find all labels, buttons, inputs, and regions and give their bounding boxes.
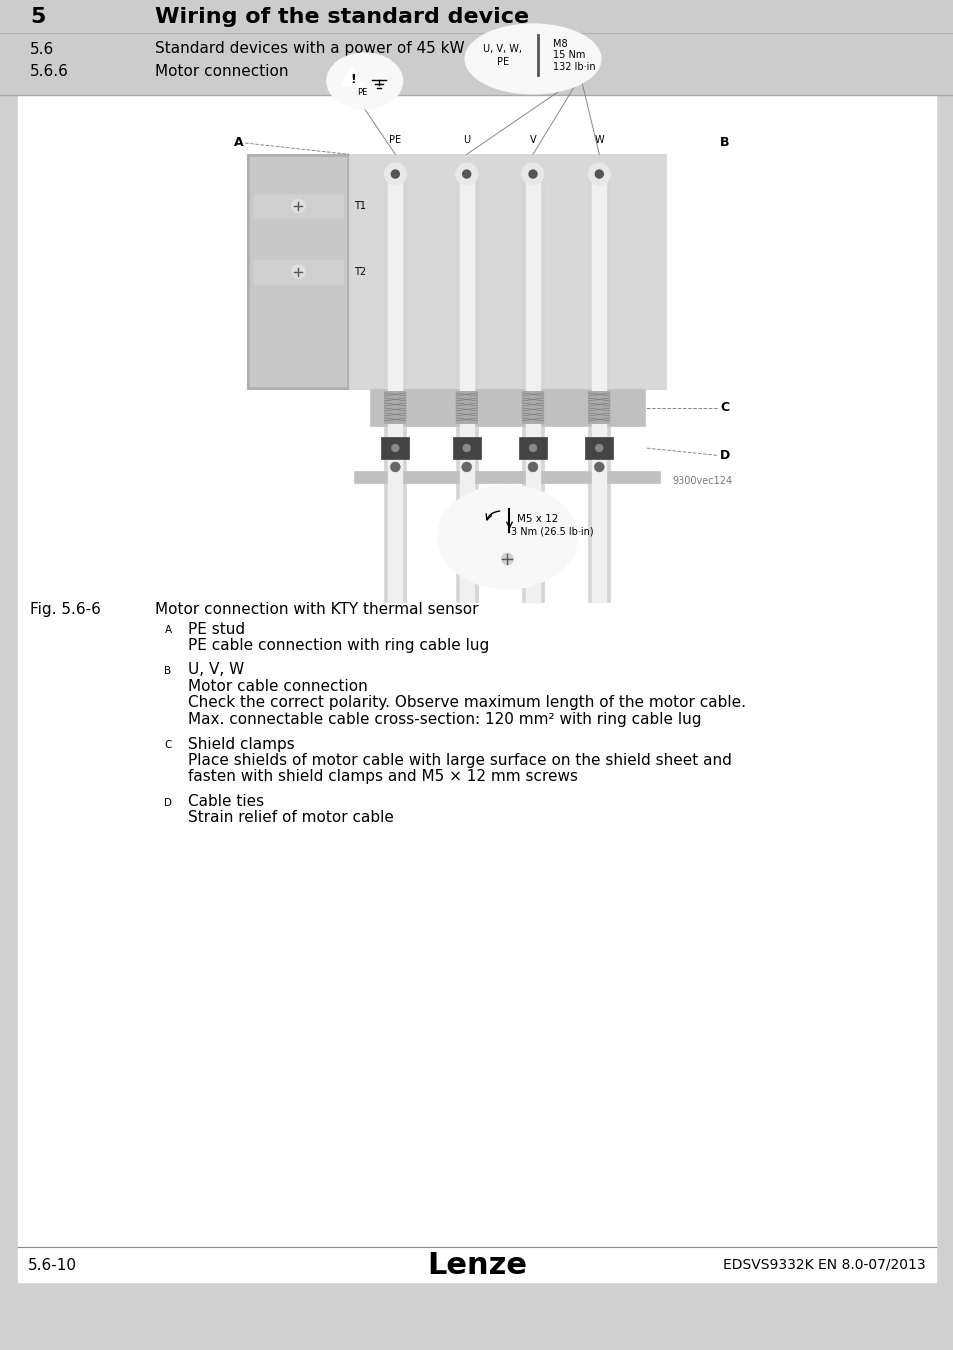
Bar (161, 664, 174, 678)
Bar (349, 154, 665, 389)
Bar (456, 392, 477, 424)
Circle shape (384, 163, 406, 185)
Text: U, V, W: U, V, W (188, 663, 244, 678)
Text: 5: 5 (30, 7, 46, 27)
Text: Max. connectable cable cross-section: 120 mm² with ring cable lug: Max. connectable cable cross-section: 12… (188, 711, 700, 728)
Text: B: B (720, 136, 729, 150)
Bar (384, 392, 406, 424)
Text: fasten with shield clamps and M5 × 12 mm screws: fasten with shield clamps and M5 × 12 mm… (188, 769, 578, 784)
Text: 15 Nm: 15 Nm (553, 50, 585, 59)
Bar (518, 437, 546, 459)
Circle shape (391, 170, 399, 178)
Bar (388, 169, 402, 602)
Text: Lenze: Lenze (427, 1250, 526, 1280)
Text: 132 lb·in: 132 lb·in (553, 62, 595, 72)
Circle shape (390, 462, 400, 472)
Text: D: D (720, 448, 729, 462)
Bar (0, 0, 953, 95)
Bar (521, 169, 543, 602)
Circle shape (594, 462, 603, 472)
Text: B: B (164, 666, 172, 676)
Bar (355, 471, 659, 483)
Bar (585, 437, 613, 459)
Circle shape (462, 170, 470, 178)
Text: M5 x 12: M5 x 12 (517, 514, 558, 524)
Text: 5.6.6: 5.6.6 (30, 65, 69, 80)
Circle shape (291, 265, 305, 279)
Text: V: V (529, 135, 536, 144)
Text: A: A (164, 625, 172, 634)
Circle shape (456, 163, 477, 185)
Bar (453, 437, 480, 459)
Circle shape (521, 163, 543, 185)
Text: PE: PE (497, 57, 509, 68)
Bar (588, 169, 610, 602)
Circle shape (501, 554, 513, 566)
Text: PE: PE (389, 135, 401, 144)
Text: Fig. 5.6-6: Fig. 5.6-6 (30, 602, 101, 617)
Bar (592, 169, 606, 602)
Text: PE: PE (357, 88, 368, 97)
Bar (250, 158, 346, 386)
Bar (161, 795, 174, 810)
Bar (247, 154, 349, 389)
Bar (161, 622, 174, 637)
Text: Motor cable connection: Motor cable connection (188, 679, 367, 694)
Text: !: ! (350, 73, 355, 86)
Bar (588, 392, 610, 424)
Bar (381, 437, 409, 459)
Text: T1: T1 (354, 201, 366, 211)
Circle shape (529, 444, 537, 452)
Text: U, V, W,: U, V, W, (483, 45, 522, 54)
Circle shape (529, 170, 537, 178)
Bar (227, 126, 737, 491)
Text: Standard devices with a power of 45 kW: Standard devices with a power of 45 kW (154, 42, 464, 57)
Text: Place shields of motor cable with large surface on the shield sheet and: Place shields of motor cable with large … (188, 753, 731, 768)
Text: 5.6: 5.6 (30, 42, 54, 57)
Text: U: U (462, 135, 470, 144)
Text: Wiring of the standard device: Wiring of the standard device (154, 7, 529, 27)
Bar (253, 194, 343, 217)
Text: W: W (594, 135, 603, 144)
Text: Cable ties: Cable ties (188, 794, 264, 809)
Text: EDSVS9332K EN 8.0-07/2013: EDSVS9332K EN 8.0-07/2013 (722, 1258, 925, 1272)
Text: 3 Nm (26.5 lb·in): 3 Nm (26.5 lb·in) (511, 526, 594, 537)
Bar (370, 389, 644, 427)
Circle shape (291, 198, 305, 213)
Text: Motor connection: Motor connection (154, 65, 288, 80)
Text: A: A (233, 136, 244, 150)
Bar (253, 259, 343, 284)
Text: M8: M8 (553, 39, 567, 49)
Bar (521, 392, 543, 424)
Text: 9300vec124: 9300vec124 (672, 477, 732, 486)
Bar (525, 169, 539, 602)
Text: Strain relief of motor cable: Strain relief of motor cable (188, 810, 394, 825)
Circle shape (391, 444, 399, 452)
Text: C: C (164, 740, 172, 751)
Text: PE stud: PE stud (188, 621, 245, 636)
Circle shape (595, 170, 602, 178)
Circle shape (595, 444, 602, 452)
Ellipse shape (326, 53, 402, 109)
Bar (384, 169, 406, 602)
Bar (161, 738, 174, 752)
Text: D: D (164, 798, 172, 807)
Ellipse shape (437, 485, 577, 589)
Circle shape (588, 163, 610, 185)
Bar (456, 169, 477, 602)
Text: Motor connection with KTY thermal sensor: Motor connection with KTY thermal sensor (154, 602, 478, 617)
Text: 5.6-10: 5.6-10 (28, 1257, 77, 1273)
Text: PE cable connection with ring cable lug: PE cable connection with ring cable lug (188, 639, 489, 653)
Text: Shield clamps: Shield clamps (188, 737, 294, 752)
Circle shape (527, 462, 537, 472)
Bar (18, 96, 935, 1282)
Text: Check the correct polarity. Observe maximum length of the motor cable.: Check the correct polarity. Observe maxi… (188, 695, 745, 710)
Polygon shape (341, 66, 363, 86)
Ellipse shape (464, 24, 600, 94)
Bar (459, 169, 474, 602)
Circle shape (462, 444, 470, 452)
Text: C: C (720, 401, 729, 414)
Text: T2: T2 (354, 267, 366, 277)
Circle shape (461, 462, 471, 472)
